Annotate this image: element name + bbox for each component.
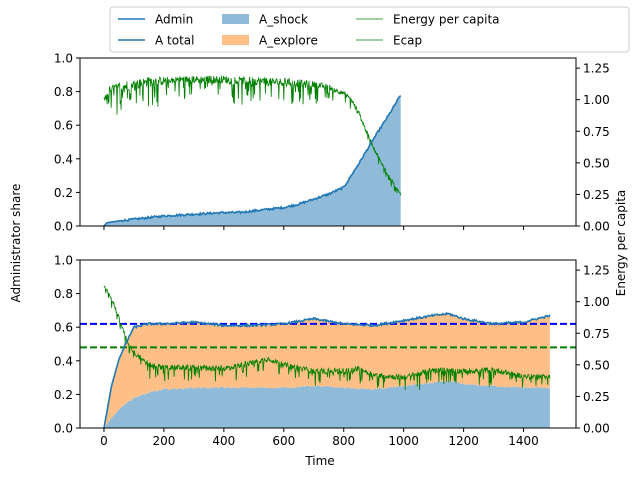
y-tick-label-left: 0.8 [54, 287, 73, 301]
y-tick-label-left: 0.4 [54, 354, 73, 368]
y-tick-label-left: 0.0 [54, 220, 73, 234]
y-tick-label-left: 0.6 [54, 321, 73, 335]
y-tick-label-left: 0.2 [54, 388, 73, 402]
bottom-plot-area [80, 285, 576, 429]
y-tick-label-right: 0.00 [583, 422, 610, 436]
x-tick-label: 600 [272, 434, 295, 448]
y-tick-label-left: 0.0 [54, 422, 73, 436]
y-tick-label-left: 1.0 [54, 254, 73, 268]
y-tick-label-right: 1.00 [583, 295, 610, 309]
y-tick-label-left: 0.4 [54, 152, 73, 166]
top-axes-frame [79, 57, 577, 227]
legend-entry: A total [118, 34, 194, 48]
x-tick-label: 1400 [508, 434, 539, 448]
y-axis-label-right: Energy per capita [614, 190, 628, 297]
top-plot-area [103, 75, 402, 227]
y-tick-label-right: 0.75 [583, 125, 610, 139]
y-tick-label-right: 1.00 [583, 93, 610, 107]
line-a-total [103, 311, 551, 429]
top-axis-ticks: 0.0 0.2 0.4 0.6 0.8 1.0 0.00 0.25 0.50 0.75 1.00 1.… [54, 52, 610, 234]
legend-swatch [222, 35, 249, 45]
x-tick-label: 1200 [448, 434, 479, 448]
x-tick-label: 0 [100, 434, 108, 448]
x-tick-label: 400 [212, 434, 235, 448]
line-energy-per-capita [103, 285, 551, 391]
x-tick-label: 1000 [388, 434, 419, 448]
y-tick-label-right: 0.50 [583, 156, 610, 170]
legend-label: A_explore [259, 34, 318, 48]
legend-label: Ecap [393, 34, 422, 48]
x-tick-label: 800 [332, 434, 355, 448]
line-a-total [103, 95, 402, 227]
y-tick-label-left: 0.6 [54, 119, 73, 133]
y-tick-label-left: 0.8 [54, 85, 73, 99]
x-axis-label: Time [304, 454, 334, 468]
legend-entry: A_shock [222, 13, 308, 27]
legend-entry: Energy per capita [356, 13, 500, 27]
legend-label: Energy per capita [393, 13, 500, 27]
area-a-shock [103, 380, 550, 428]
y-tick-label-right: 1.25 [583, 264, 610, 278]
y-tick-label-right: 1.25 [583, 62, 610, 76]
legend-label: A_shock [259, 13, 308, 27]
top-panel: 0.0 0.2 0.4 0.6 0.8 1.0 0.00 0.25 0.50 0.75 1.00 1.… [54, 52, 610, 234]
y-tick-label-right: 0.50 [583, 358, 610, 372]
legend-entry: Admin [118, 13, 193, 27]
legend-label: A total [155, 34, 194, 48]
legend-entry: A_explore [222, 34, 318, 48]
legend: Admin A total A_shock A_explore Energy per c… [109, 6, 630, 53]
y-tick-label-left: 1.0 [54, 52, 73, 66]
y-tick-label-right: 0.25 [583, 188, 610, 202]
y-tick-label-right: 0.25 [583, 390, 610, 404]
y-tick-label-right: 0.75 [583, 327, 610, 341]
legend-entry: Ecap [356, 34, 422, 48]
legend-swatch [222, 14, 249, 24]
y-tick-label-left: 0.2 [54, 186, 73, 200]
area-a-explore [104, 313, 550, 428]
bottom-axes-frame [79, 259, 577, 429]
legend-label: Admin [155, 13, 193, 27]
bottom-axis-ticks: 0 200 400 600 800 1000 1200 1400 0.0 0.2 0.4 0.6 0.8… [54, 254, 610, 449]
x-tick-label: 200 [152, 434, 175, 448]
line-energy-per-capita [103, 75, 402, 196]
y-axis-label-left: Administrator share [9, 184, 23, 303]
bottom-panel: 0 200 400 600 800 1000 1200 1400 0.0 0.2 0.4 0.6 0.8… [54, 254, 610, 449]
y-tick-label-right: 0.00 [583, 220, 610, 234]
area-a-shock [103, 95, 401, 227]
